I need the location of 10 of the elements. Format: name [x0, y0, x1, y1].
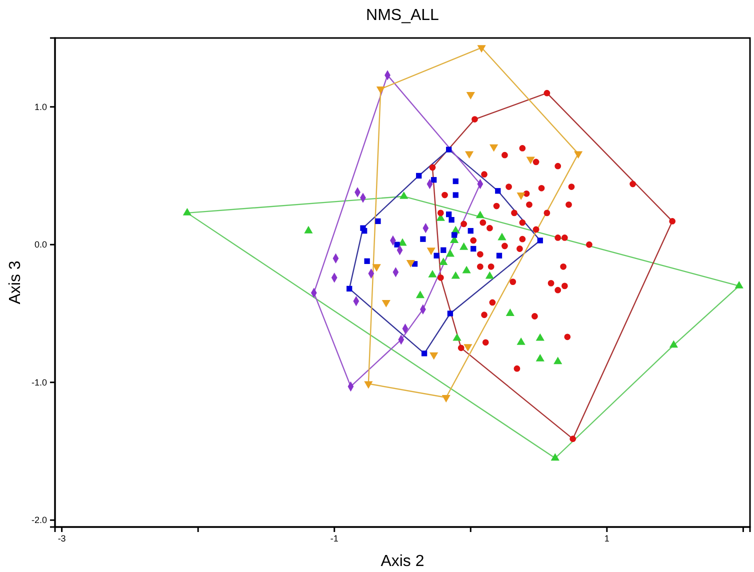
y-tick-label: 0.0: [34, 240, 47, 250]
chart-title: NMS_ALL: [366, 7, 440, 24]
y-tick-label: 1.0: [34, 102, 47, 112]
y-tick-label: -1.0: [31, 377, 47, 388]
y-tick-label: -2.0: [31, 514, 47, 525]
x-axis-title: Axis 2: [380, 553, 424, 570]
y-axis-title: Axis 3: [7, 260, 24, 304]
x-tick-label: 1: [604, 533, 610, 544]
x-tick-label: -3: [58, 533, 66, 544]
x-tick-label: -1: [330, 533, 338, 544]
